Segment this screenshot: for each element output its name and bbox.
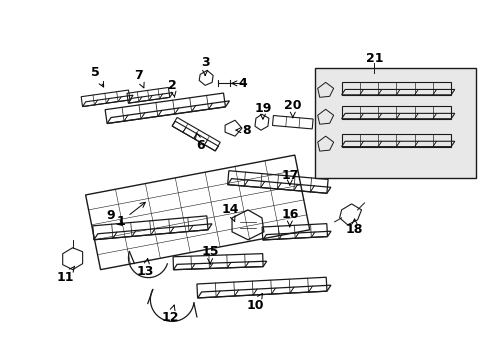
Text: 9: 9: [106, 210, 122, 225]
Text: 1: 1: [116, 202, 145, 228]
Text: 16: 16: [281, 208, 298, 227]
Text: 19: 19: [254, 102, 271, 119]
Text: 20: 20: [284, 99, 301, 117]
Text: 3: 3: [201, 56, 209, 75]
Text: 15: 15: [201, 245, 219, 264]
Text: 5: 5: [91, 66, 103, 87]
Text: 12: 12: [161, 305, 179, 324]
Text: 17: 17: [281, 168, 298, 185]
Text: 2: 2: [167, 79, 176, 97]
Text: 21: 21: [365, 52, 383, 65]
Text: 11: 11: [57, 266, 75, 284]
Text: 7: 7: [134, 69, 144, 88]
Text: 10: 10: [245, 293, 263, 312]
Text: 4: 4: [231, 77, 247, 90]
Bar: [314, 68, 475, 178]
Text: 8: 8: [235, 124, 251, 137]
Text: 14: 14: [221, 203, 238, 222]
Text: 18: 18: [345, 219, 363, 236]
Text: 13: 13: [137, 258, 154, 278]
Text: 6: 6: [195, 133, 204, 152]
